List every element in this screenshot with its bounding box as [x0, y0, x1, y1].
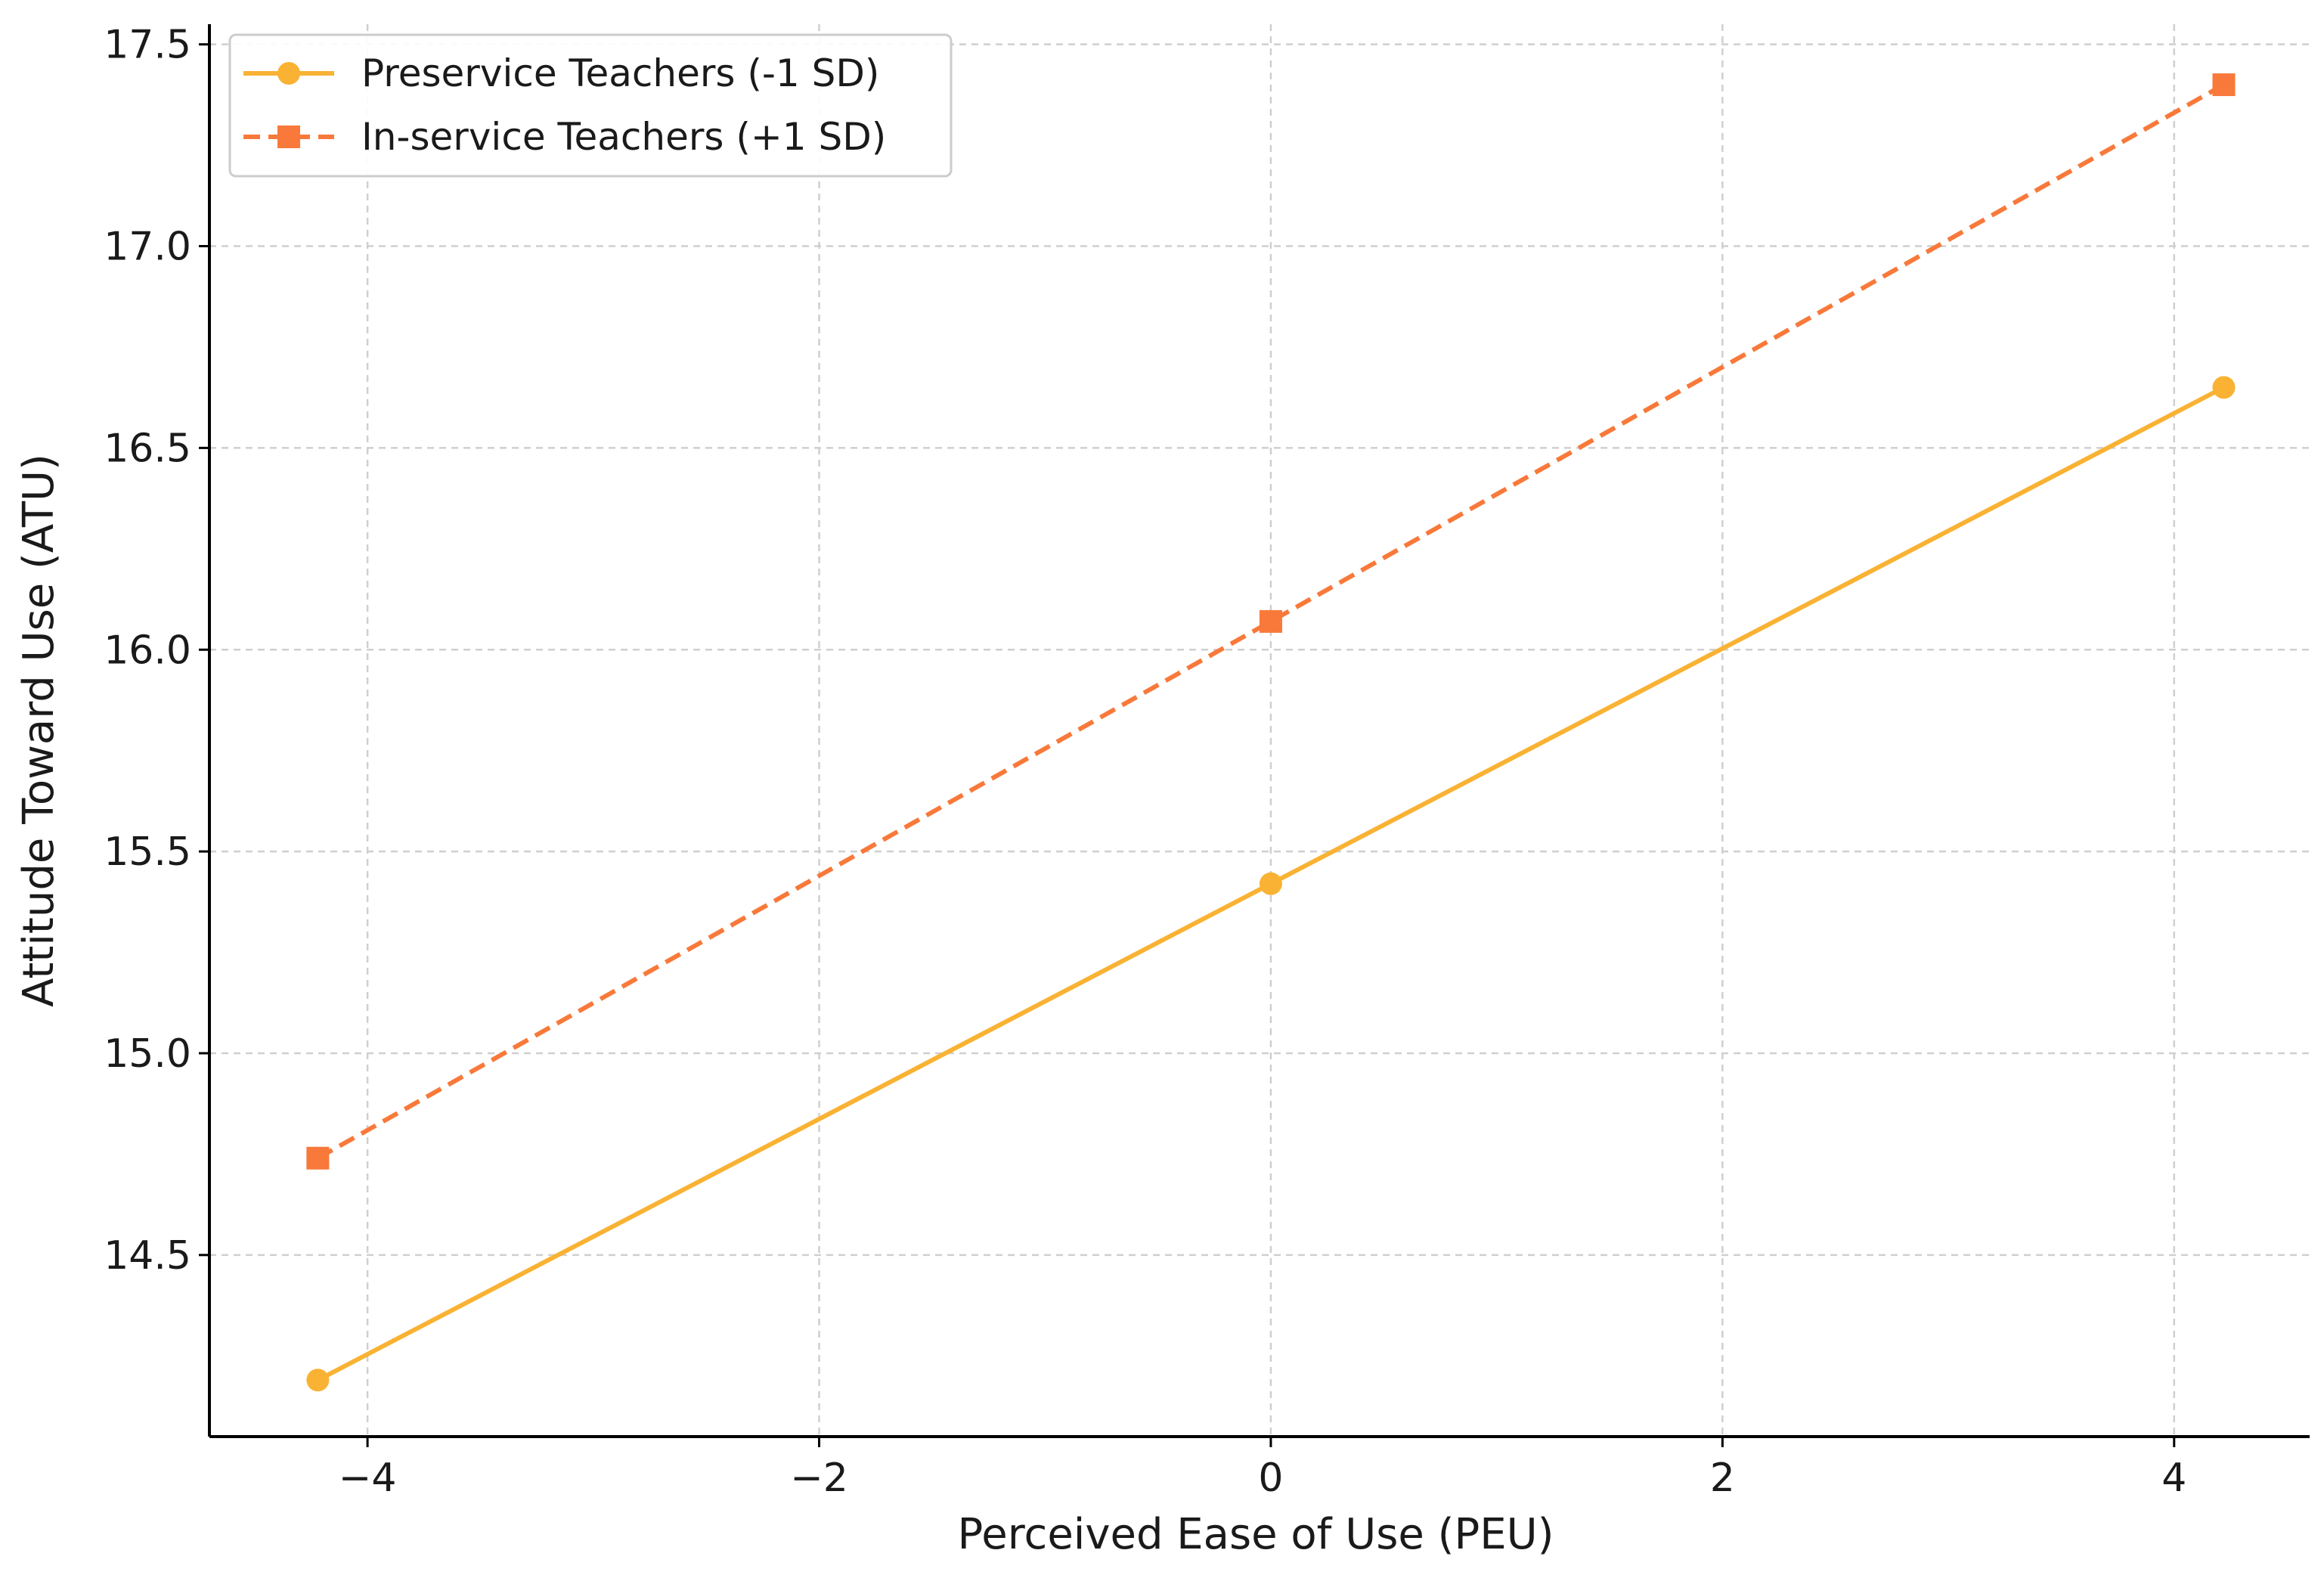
data-point-1 — [1259, 872, 1282, 895]
legend-label-2: In-service Teachers (+1 SD) — [361, 115, 886, 159]
grid-lines — [209, 24, 2310, 1437]
x-axis-title: Perceived Ease of Use (PEU) — [958, 1510, 1554, 1559]
data-point-2 — [306, 1146, 330, 1170]
legend-box — [228, 33, 953, 178]
y-axis-title: Attitude Toward Use (ATU) — [14, 454, 64, 1007]
legend-marker-1 — [277, 62, 300, 85]
x-tick-label: 0 — [1258, 1456, 1283, 1501]
series-group — [306, 73, 2236, 1392]
legend-label-1: Preservice Teachers (-1 SD) — [361, 51, 879, 95]
legend: Preservice Teachers (-1 SD) In-service Te… — [228, 33, 953, 178]
y-tick-label: 15.0 — [104, 1031, 191, 1077]
x-tick-label: 4 — [2161, 1456, 2186, 1501]
series-line-2 — [316, 82, 2225, 1161]
y-tick-label: 15.5 — [104, 829, 191, 875]
data-point-1 — [2212, 376, 2236, 399]
tick-labels: −4 −2 0 2 4 14.5 15.0 15.5 16.0 16.5 17.0 17.5 — [104, 23, 2186, 1501]
data-point-1 — [306, 1369, 330, 1392]
y-tick-label: 17.0 — [104, 225, 191, 270]
legend-marker-2 — [277, 126, 300, 148]
x-tick-label: 2 — [1710, 1456, 1735, 1501]
axes — [199, 24, 2310, 1447]
y-tick-label: 16.0 — [104, 628, 191, 673]
data-point-2 — [2212, 73, 2236, 97]
y-tick-label: 17.5 — [104, 23, 191, 68]
y-tick-label: 14.5 — [104, 1233, 191, 1279]
x-tick-label: −4 — [339, 1456, 397, 1501]
x-tick-label: −2 — [790, 1456, 848, 1501]
data-point-2 — [1259, 609, 1282, 633]
y-tick-label: 16.5 — [104, 426, 191, 471]
